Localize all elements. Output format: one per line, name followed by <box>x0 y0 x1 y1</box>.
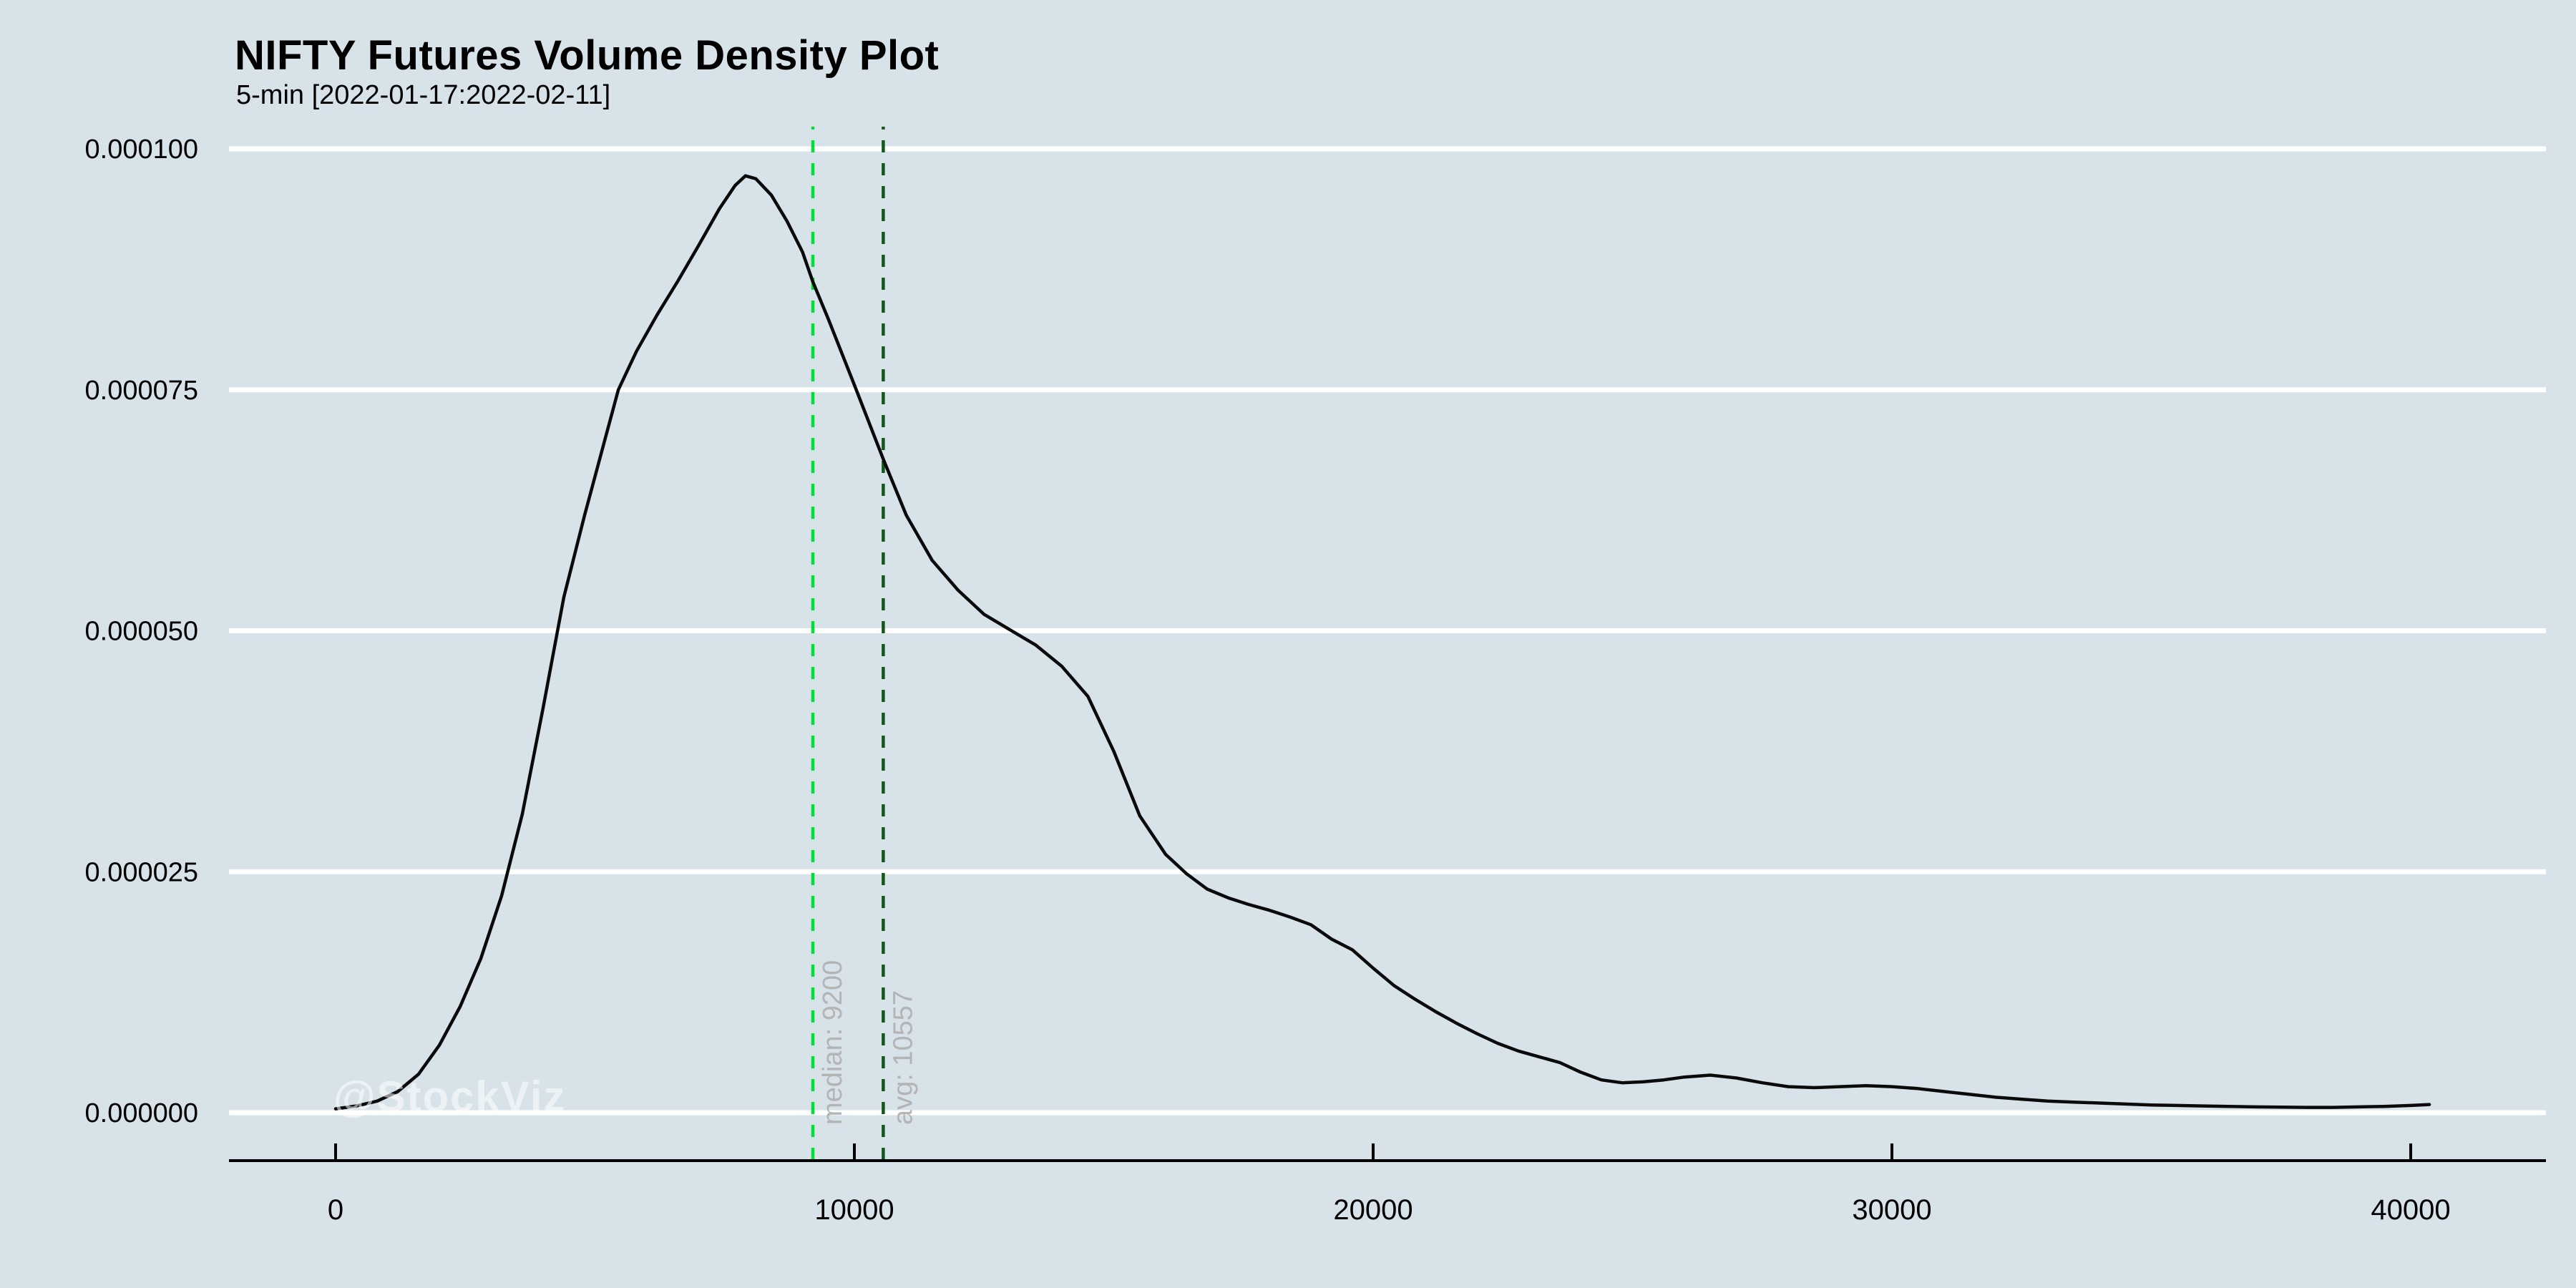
y-axis-tick-label: 0.000075 <box>85 376 199 406</box>
y-axis-tick-label: 0.000050 <box>85 617 199 647</box>
density-curve <box>333 174 2431 1111</box>
median-line-label: median: 9200 <box>818 960 848 1125</box>
x-axis-tick-label: 30000 <box>1852 1194 1931 1226</box>
y-axis-tick-label: 0.000025 <box>85 857 199 887</box>
x-axis-tick-label: 0 <box>328 1194 343 1226</box>
y-axis-tick-label: 0.000100 <box>85 135 199 165</box>
x-axis-tick-label: 40000 <box>2371 1194 2450 1226</box>
x-axis-tick-label: 10000 <box>814 1194 894 1226</box>
y-axis-tick-label: 0.000000 <box>85 1098 199 1128</box>
chart-title: NIFTY Futures Volume Density Plot <box>235 32 940 79</box>
avg-line-label: avg: 10557 <box>888 990 918 1125</box>
x-axis-tick-label: 20000 <box>1333 1194 1413 1226</box>
stockviz-watermark: @StockViz <box>333 1073 567 1121</box>
chart-subtitle: 5-min [2022-01-17:2022-02-11] <box>236 80 611 110</box>
